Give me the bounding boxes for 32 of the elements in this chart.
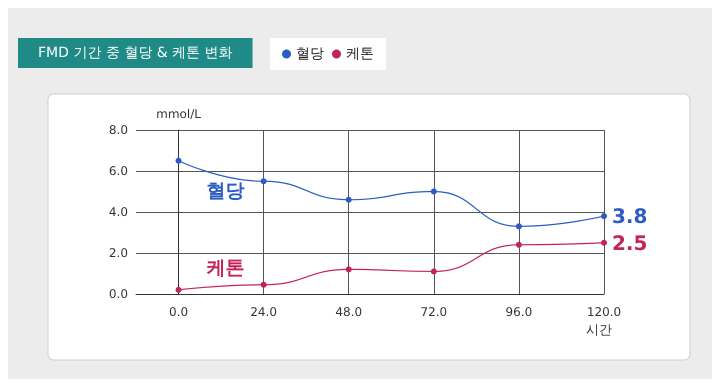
y-tick-label: 2.0: [108, 246, 128, 260]
legend-label: 케톤: [346, 46, 374, 62]
point: [176, 158, 182, 164]
y-tick-label: 6.0: [108, 164, 128, 178]
point: [430, 188, 437, 194]
x-axis-title: 시간: [586, 323, 612, 338]
point: [260, 178, 267, 184]
x-tick-label: 120.0: [586, 305, 622, 319]
x-tick-label: 0.0: [169, 305, 188, 319]
text: 케톤: [206, 256, 245, 279]
point: [516, 223, 522, 230]
x-tick-label: 24.0: [250, 305, 277, 319]
chart-title: FMD 기간 중 혈당 & 케톤 변화: [38, 45, 233, 61]
y-tick-label: 8.0: [108, 123, 128, 137]
point: [601, 240, 607, 246]
x-tick-label: 48.0: [335, 305, 362, 319]
legend-label: 혈당: [296, 46, 324, 62]
point: [176, 286, 182, 293]
y-axis-title: mmol/L: [156, 107, 202, 121]
y-tick-label: 4.0: [108, 205, 128, 219]
point: [516, 242, 522, 248]
point: [346, 266, 352, 272]
data-label: 3.8: [612, 204, 648, 228]
x-tick-label: 72.0: [420, 305, 448, 319]
y-tick-label: 0.0: [108, 287, 128, 301]
point: [601, 213, 607, 220]
point: [260, 282, 267, 288]
x-tick-label: 96.0: [506, 305, 532, 319]
data-label: 2.5: [612, 230, 648, 255]
text: 혈당: [206, 180, 245, 202]
point: [430, 268, 437, 274]
point: [346, 196, 352, 203]
